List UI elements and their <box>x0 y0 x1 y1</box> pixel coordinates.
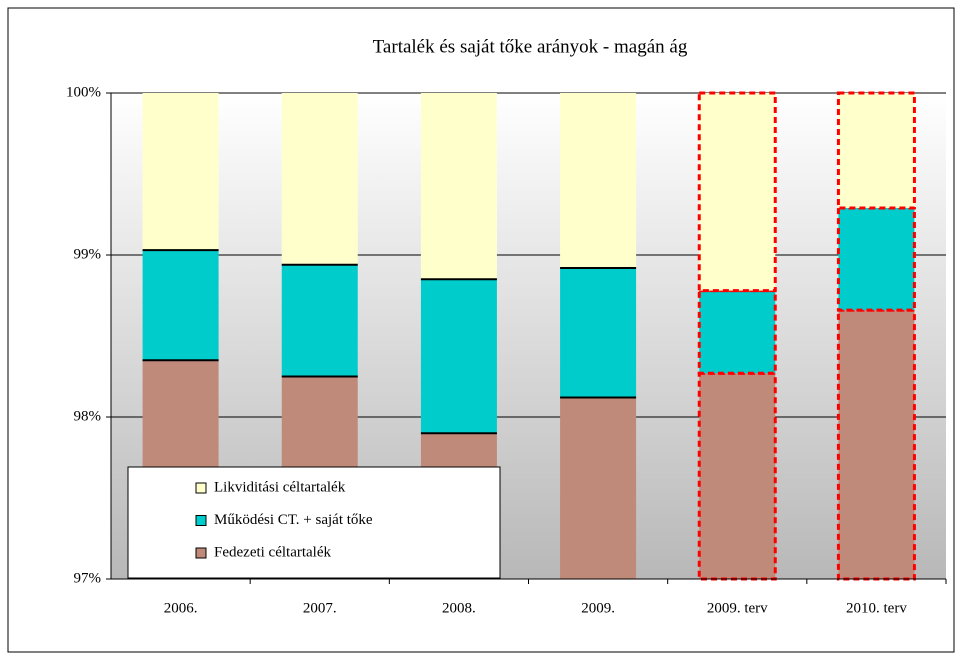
y-tick-label: 97% <box>74 570 102 586</box>
chart-title: Tartalék és saját tőke arányok - magán á… <box>373 36 688 57</box>
legend-box <box>127 466 501 579</box>
legend-swatch <box>195 547 207 559</box>
x-tick-label: 2007. <box>303 600 337 616</box>
legend-label: Működési CT. + saját tőke <box>214 512 373 528</box>
x-tick-label: 2008. <box>442 600 476 616</box>
y-tick-label: 99% <box>74 246 102 262</box>
bar-segment <box>420 279 497 434</box>
bar-segment <box>142 250 219 361</box>
bar-segment <box>281 93 358 265</box>
bar-segment <box>560 397 637 579</box>
legend: Fedezeti céltartalék Működési CT. + saját… <box>127 466 501 579</box>
x-tick-label: 2009. <box>581 600 615 616</box>
y-tick-label: 98% <box>74 408 102 424</box>
y-tick-label: 100% <box>66 84 101 100</box>
legend-swatch <box>195 482 207 494</box>
bar-segment <box>142 93 219 251</box>
bar-segment <box>836 91 916 210</box>
legend-swatch <box>195 515 207 526</box>
bar-segment <box>697 289 777 375</box>
bar-segment <box>836 308 916 581</box>
axes: 97% 98% 99% 100% 2006. 2007. 2008. 2009. 2009. t… <box>66 84 947 616</box>
bar-segment <box>697 371 777 581</box>
bar-segment <box>560 267 637 398</box>
bar-segment <box>697 91 777 293</box>
x-tick-label: 2006. <box>164 600 198 616</box>
x-tick-label: 2010. terv <box>846 600 907 616</box>
x-tick-label: 2009. terv <box>707 600 768 616</box>
legend-label: Likviditási céltartalék <box>214 479 346 495</box>
legend-label: Fedezeti céltartalék <box>214 544 332 560</box>
bar-segment <box>836 206 916 312</box>
bar-segment <box>560 93 637 268</box>
bar-segment <box>281 264 358 377</box>
bar-segment <box>420 93 497 280</box>
